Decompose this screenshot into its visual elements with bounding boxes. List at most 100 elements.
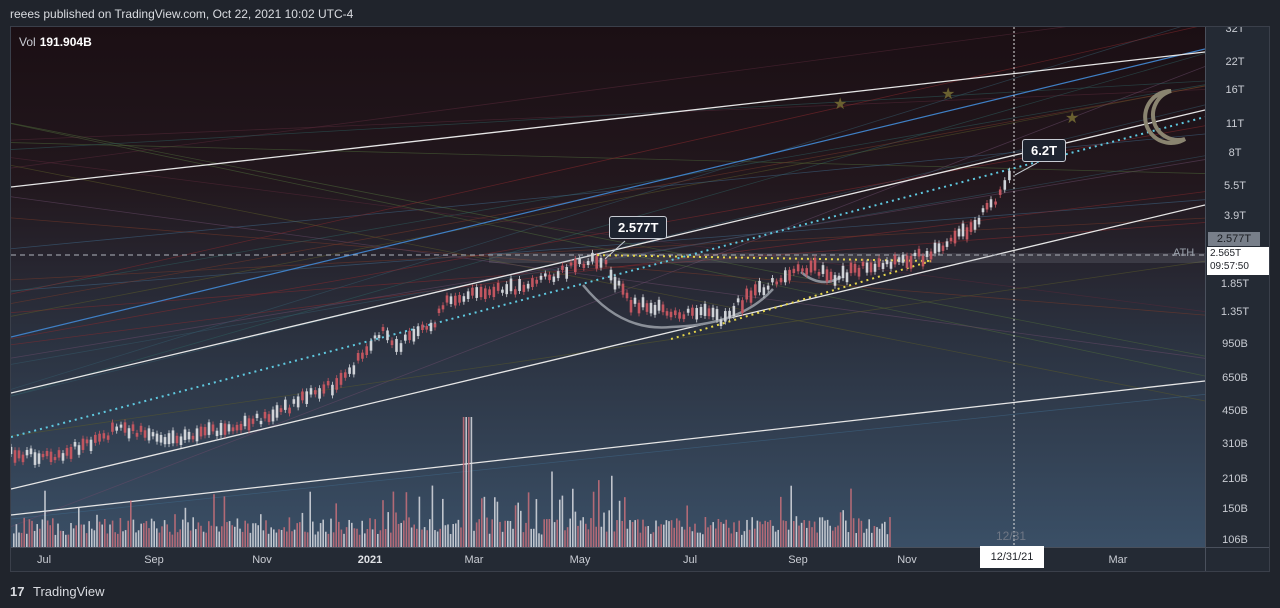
candle-body: [741, 300, 744, 314]
candle-body: [102, 433, 106, 439]
volume-bar: [390, 532, 392, 547]
volume-bar: [878, 528, 881, 547]
fan-line: [11, 123, 1205, 377]
volume-bar: [491, 519, 493, 547]
volume-bar: [676, 518, 678, 547]
candle-body: [437, 308, 441, 314]
candle-body: [195, 428, 199, 442]
candle-body: [283, 399, 287, 410]
tradingview-logo-icon[interactable]: 17: [10, 584, 25, 599]
price-axis[interactable]: 32T 22T 16T 11T 8T 5.5T 3.9T 1.85T 1.35T…: [1205, 27, 1269, 547]
callout-left[interactable]: 2.577T: [609, 216, 668, 239]
volume-bar: [96, 514, 98, 547]
candle-body: [753, 284, 757, 296]
candle-body: [453, 295, 457, 306]
candle-body: [945, 241, 949, 247]
volume-bar: [429, 519, 431, 547]
volume-bar: [273, 529, 275, 547]
volume-bar: [374, 519, 376, 547]
volume-bar: [785, 521, 787, 547]
candle-body: [829, 271, 833, 280]
volume-bar: [343, 533, 345, 547]
volume-bar: [629, 520, 631, 547]
volume-bar: [665, 520, 668, 547]
brand-name[interactable]: TradingView: [33, 584, 105, 599]
candle-body: [633, 297, 637, 304]
volume-bar: [481, 498, 483, 547]
volume-bar: [111, 520, 114, 547]
candle-body: [909, 255, 913, 269]
time-axis[interactable]: Jul Sep Nov 2021 Mar May Jul Sep Nov Mar…: [11, 546, 1205, 571]
candle-body: [621, 283, 625, 295]
volume-bar: [447, 524, 449, 547]
candle-body: [711, 307, 715, 318]
chart-frame[interactable]: ★ ★ ★ Vol 191.904B 2.577T 6.2T ATH 12/31 32…: [10, 26, 1270, 572]
volume-bar: [694, 523, 696, 547]
plot-area[interactable]: ★ ★ ★ Vol 191.904B 2.577T 6.2T ATH 12/31: [11, 27, 1205, 547]
candle-body: [21, 454, 25, 463]
volume-bar: [410, 527, 413, 547]
candle-body: [111, 422, 114, 432]
volume-bar: [36, 524, 38, 547]
candle-body: [994, 201, 997, 205]
volume-bar: [696, 532, 699, 547]
fan-line: [11, 27, 1198, 295]
candle-body: [127, 428, 131, 439]
candle-body: [343, 372, 347, 378]
volume-bar: [494, 497, 496, 547]
volume-bar: [889, 517, 891, 547]
volume-bar: [657, 526, 660, 547]
volume-bar: [345, 527, 348, 547]
candle-body: [479, 286, 483, 298]
price-tag: 2.577T: [1208, 232, 1260, 246]
volume-bar: [291, 531, 293, 547]
volume-bar: [26, 533, 28, 547]
volume-bar: [886, 534, 889, 547]
candle-body: [865, 262, 869, 273]
volume-bar: [340, 529, 343, 547]
candle-body: [861, 261, 865, 267]
volume-bar: [20, 532, 23, 547]
volume-bar: [127, 520, 129, 547]
volume-bar: [860, 520, 863, 547]
volume-bar: [288, 517, 291, 547]
volume-bar: [260, 514, 262, 547]
volume-bar: [871, 532, 873, 547]
candle-body: [381, 327, 385, 331]
candle-body: [813, 257, 817, 271]
x-tick: Mar: [464, 554, 484, 566]
volume-bar: [764, 520, 766, 547]
candle-body: [365, 346, 369, 355]
candle-body: [728, 310, 731, 318]
candle-body: [599, 258, 603, 268]
callout-right[interactable]: 6.2T: [1022, 139, 1067, 162]
candle-body: [135, 432, 139, 437]
volume-bar: [161, 526, 163, 547]
volume-bar: [707, 527, 709, 547]
candle-body: [61, 453, 65, 461]
candle-body: [629, 299, 633, 313]
y-tick: 210B: [1222, 473, 1248, 485]
candle-body: [211, 424, 215, 432]
volume-bar: [371, 529, 374, 547]
volume-bar: [655, 520, 657, 547]
candle-body: [309, 388, 313, 395]
candle-body: [637, 302, 641, 314]
volume-bar: [566, 527, 569, 547]
candle-body: [41, 453, 45, 458]
volume-bar: [780, 496, 782, 547]
candle-body: [586, 261, 590, 265]
candle-body: [591, 252, 594, 262]
candle-body: [433, 323, 437, 328]
candle-body: [449, 296, 453, 304]
y-tick: 5.5T: [1223, 180, 1246, 192]
candle-body: [749, 290, 753, 303]
volume-bar: [772, 525, 774, 547]
candle-body: [143, 430, 147, 438]
candle-body: [65, 448, 69, 456]
volume-bar: [709, 525, 712, 547]
volume-bar: [670, 520, 673, 547]
volume-bar: [488, 533, 491, 547]
volume-bar: [613, 531, 616, 547]
candle-body: [617, 280, 621, 286]
